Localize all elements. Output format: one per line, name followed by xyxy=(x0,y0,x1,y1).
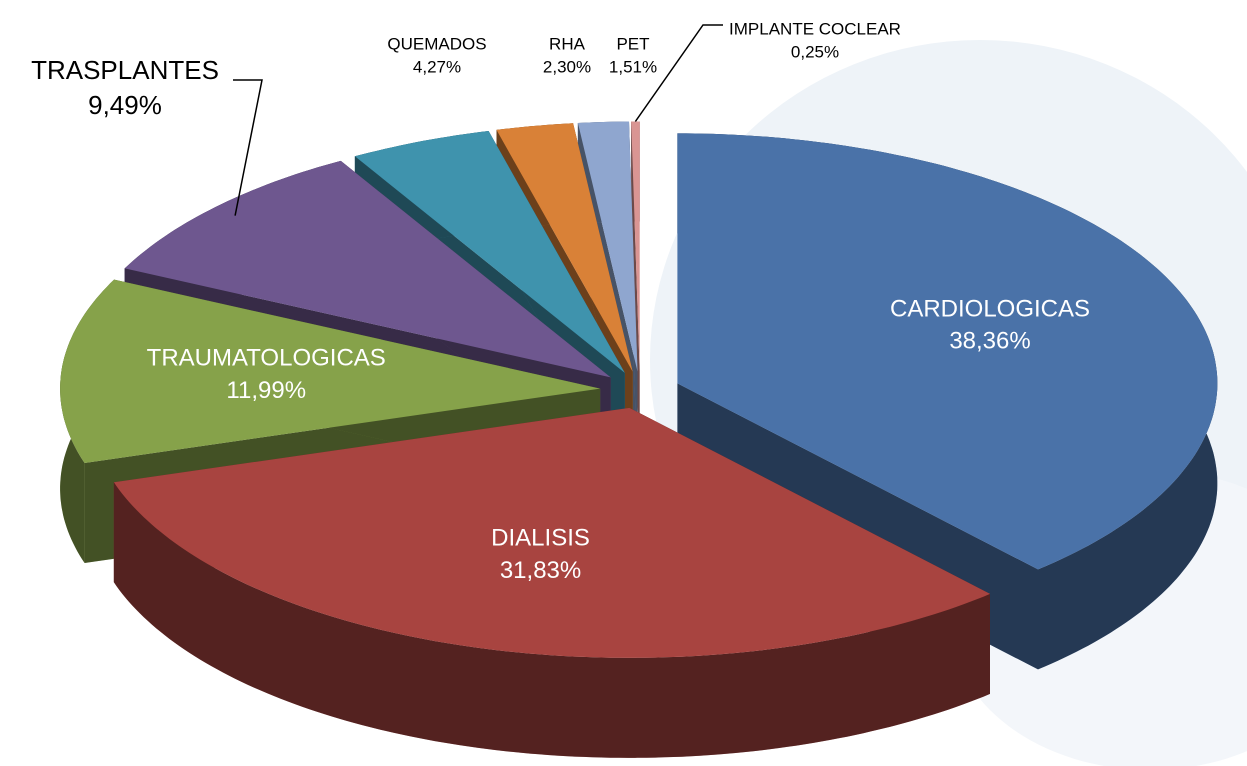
slice xyxy=(124,160,611,378)
slice xyxy=(354,131,625,373)
slice-category-label: RHA xyxy=(549,34,586,53)
slice-side-shade xyxy=(113,482,990,758)
slice-value-label: 31,83% xyxy=(500,557,581,584)
slice-value-label: 11,99% xyxy=(226,377,306,404)
slice xyxy=(496,123,633,372)
slice-category-label: DIALISIS xyxy=(491,525,590,552)
slice-category-label: PET xyxy=(616,34,649,53)
slice-value-label: 0,25% xyxy=(791,42,839,61)
slice xyxy=(577,121,638,372)
slice-value-label: 38,36% xyxy=(949,328,1030,355)
leader-line xyxy=(634,24,723,122)
slice xyxy=(113,407,990,658)
slice-category-label: TRASPLANTES xyxy=(31,55,219,85)
slice-value-label: 1,51% xyxy=(609,57,657,76)
slice xyxy=(631,121,640,372)
slice-value-label: 4,27% xyxy=(413,57,461,76)
slice-category-label: QUEMADOS xyxy=(387,34,486,53)
leader-line xyxy=(233,79,263,216)
slice-category-label: CARDIOLOGICAS xyxy=(890,295,1090,322)
slice xyxy=(677,133,1218,570)
slice-value-label: 9,49% xyxy=(88,90,162,120)
slice xyxy=(60,279,601,463)
slice-category-label: TRAUMATOLOGICAS xyxy=(147,344,386,371)
slice-value-label: 2,30% xyxy=(543,57,591,76)
slice-category-label: IMPLANTE COCLEAR xyxy=(729,19,901,38)
